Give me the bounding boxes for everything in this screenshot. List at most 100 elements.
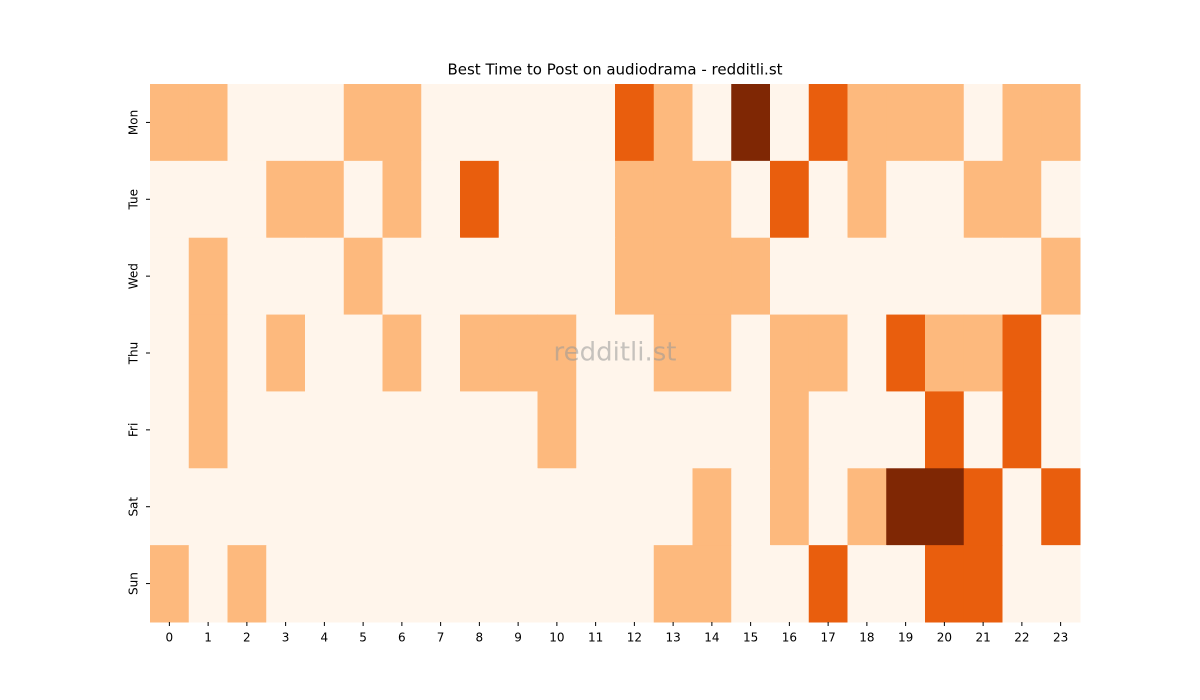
heatmap-cell [615,545,655,623]
heatmap-cell [343,314,383,392]
heatmap-cell [847,391,887,469]
heatmap-cell [343,237,383,316]
heatmap-cell [731,237,771,316]
heatmap-cell [925,391,965,469]
x-tick-label: 4 [321,631,329,645]
heatmap-cell [150,314,190,392]
heatmap-cell [188,314,228,392]
heatmap-cell [886,237,926,316]
heatmap-cell [615,468,655,546]
heatmap-cell [808,84,848,162]
heatmap-cell [498,237,538,316]
heatmap-cell [382,160,422,239]
heatmap-cell [576,160,616,239]
y-tick-label: Mon [127,110,141,135]
heatmap-cell [421,160,461,239]
heatmap-cell [770,391,810,469]
x-tick-label: 16 [782,631,797,645]
x-tick-label: 18 [859,631,874,645]
heatmap-cell [808,237,848,316]
x-tick-label: 9 [514,631,522,645]
heatmap-cell [692,160,732,239]
heatmap-cells [150,84,1081,623]
heatmap-cell [886,468,926,546]
heatmap-cell [305,468,345,546]
x-tick-label: 0 [166,631,174,645]
heatmap-cell [847,84,887,162]
heatmap-cell [537,314,577,392]
heatmap-cell [925,237,965,316]
heatmap-cell [847,237,887,316]
heatmap-cell [382,468,422,546]
x-tick-label: 22 [1014,631,1029,645]
heatmap-cell [1041,314,1081,392]
x-tick-label: 19 [898,631,913,645]
heatmap-cell [886,314,926,392]
heatmap-cell [382,545,422,623]
x-tick-label: 17 [820,631,835,645]
heatmap-cell [305,160,345,239]
heatmap-cell [886,84,926,162]
heatmap-cell [150,160,190,239]
x-tick-label: 23 [1053,631,1068,645]
heatmap-cell [576,84,616,162]
heatmap-cell [1041,237,1081,316]
heatmap-cell [1002,545,1042,623]
heatmap-cell [963,314,1003,392]
heatmap-cell [460,84,500,162]
heatmap-cell [731,160,771,239]
heatmap-cell [731,468,771,546]
heatmap-cell [227,237,267,316]
chart-title: Best Time to Post on audiodrama - reddit… [447,61,782,79]
heatmap-cell [576,314,616,392]
heatmap-cell [305,237,345,316]
heatmap-cell [692,468,732,546]
heatmap-cell [227,545,267,623]
heatmap-cell [1041,391,1081,469]
heatmap-cell [963,468,1003,546]
heatmap-cell [963,391,1003,469]
heatmap-cell [963,84,1003,162]
y-tick-label: Wed [127,263,141,289]
heatmap-cell [382,314,422,392]
heatmap-cell [653,391,693,469]
heatmap-cell [460,160,500,239]
heatmap-cell [576,545,616,623]
heatmap-cell [188,545,228,623]
heatmap-cell [188,391,228,469]
heatmap-cell [731,314,771,392]
heatmap-cell [1041,160,1081,239]
heatmap-cell [576,237,616,316]
heatmap-cell [343,545,383,623]
heatmap-cell [847,545,887,623]
heatmap-cell [188,468,228,546]
heatmap-cell [653,314,693,392]
heatmap-cell [963,160,1003,239]
heatmap-cell [421,84,461,162]
heatmap-cell [227,314,267,392]
heatmap-cell [266,391,306,469]
heatmap-cell [576,391,616,469]
x-tick-label: 20 [937,631,952,645]
heatmap-cell [770,545,810,623]
heatmap-cell [847,314,887,392]
heatmap-cell [731,84,771,162]
heatmap-cell [150,237,190,316]
heatmap-cell [460,391,500,469]
x-tick-label: 10 [549,631,564,645]
heatmap-cell [653,84,693,162]
heatmap-cell [925,84,965,162]
heatmap-cell [227,160,267,239]
heatmap-cell [615,391,655,469]
heatmap-cell [653,468,693,546]
heatmap-cell [498,468,538,546]
heatmap-cell [537,545,577,623]
heatmap-cell [305,545,345,623]
heatmap-cell [653,545,693,623]
heatmap-cell [615,84,655,162]
y-tick-label: Fri [127,423,141,437]
heatmap-cell [1002,84,1042,162]
heatmap-cell [227,468,267,546]
heatmap-cell [382,237,422,316]
